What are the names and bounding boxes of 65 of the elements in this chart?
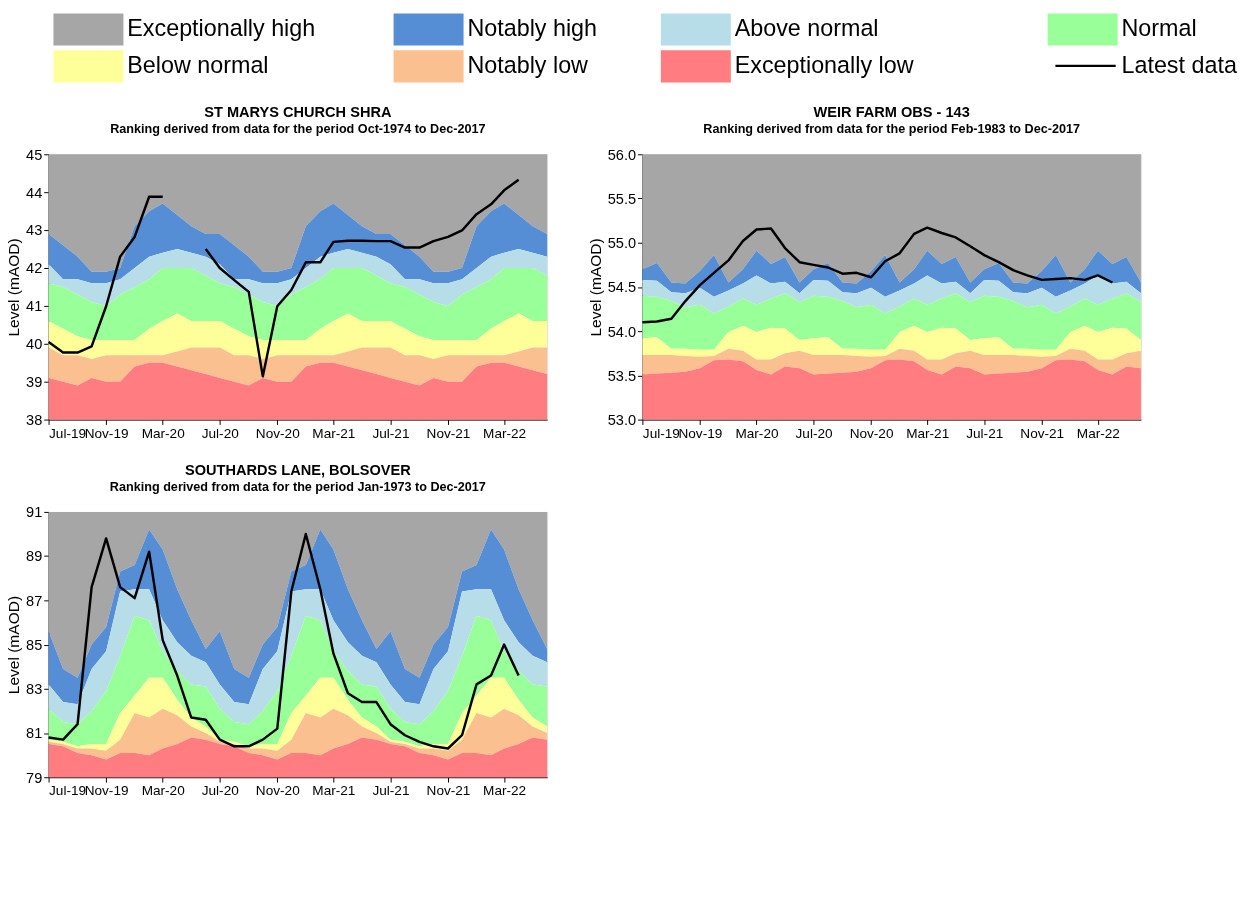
y-tick-label: 39 [26, 374, 43, 391]
y-axis-title: Level (mAOD) [586, 238, 604, 337]
x-tick-label: Jul-21 [966, 425, 1004, 441]
y-tick-label: 41 [26, 298, 43, 315]
x-tick-label: Mar-22 [483, 425, 527, 441]
x-tick-label: Nov-21 [426, 783, 471, 799]
x-tick-label: Jul-20 [201, 425, 240, 441]
x-tick-label: Mar-21 [312, 783, 356, 799]
x-tick-label: Mar-20 [735, 425, 779, 441]
x-tick-label: Nov-20 [255, 783, 301, 799]
chart-title: ST MARYS CHURCH SHRA [204, 104, 392, 121]
line-series [641, 226, 1114, 324]
y-tick-label: 42 [26, 260, 43, 277]
y-tick-label: 53.5 [607, 367, 637, 384]
x-tick-label: Nov-21 [426, 425, 471, 441]
y-tick-label: 91 [26, 504, 43, 521]
y-tick-label: 55.0 [607, 235, 637, 252]
y-axis-title: Level (mAOD) [5, 238, 23, 337]
legend-label: Above normal [734, 14, 879, 41]
x-tick-label: Nov-19 [678, 425, 723, 441]
x-tick-label: Jul-21 [372, 425, 410, 441]
x-tick-label: Mar-22 [483, 783, 527, 799]
x-tick-label: Nov-20 [849, 425, 894, 441]
x-tick-label: Jul-20 [201, 783, 240, 799]
y-tick-label: 56.0 [607, 146, 637, 163]
x-tick-label: Jul-19 [642, 425, 680, 441]
y-tick-label: 83 [26, 681, 43, 698]
legend-label: Notably low [467, 51, 589, 78]
legend-label: Normal [1121, 14, 1197, 41]
legend-label: Latest data [1121, 51, 1237, 78]
y-tick-label: 55.5 [607, 190, 637, 207]
y-tick-label: 38 [26, 411, 43, 428]
x-tick-label: Mar-21 [312, 425, 356, 441]
x-tick-label: Mar-22 [1076, 425, 1120, 441]
x-tick-label: Mar-21 [906, 425, 950, 441]
x-tick-label: Nov-20 [255, 425, 301, 441]
x-tick-label: Jul-19 [49, 783, 87, 799]
y-tick-label: 45 [26, 146, 43, 163]
y-tick-label: 79 [26, 769, 43, 786]
legend-label: Exceptionally low [734, 51, 914, 78]
y-tick-label: 43 [26, 222, 43, 239]
chart-subtitle: Ranking derived from data for the period Feb-1983 to Dec-2017 [703, 121, 1081, 136]
legend-label: Exceptionally high [127, 14, 316, 41]
y-tick-label: 89 [26, 548, 43, 565]
chart-title: WEIR FARM OBS - 143 [813, 104, 970, 121]
y-axis-title: Level (mAOD) [5, 595, 23, 695]
chart-subtitle: Ranking derived from data for the period Jan-1973 to Dec-2017 [109, 479, 486, 494]
y-tick-label: 85 [26, 636, 43, 653]
chart-title: SOUTHARDS LANE, BOLSOVER [185, 462, 412, 478]
y-tick-label: 40 [26, 336, 43, 353]
x-tick-label: Mar-20 [141, 425, 186, 441]
x-tick-label: Jul-19 [49, 425, 87, 441]
y-tick-label: 87 [26, 592, 43, 609]
y-tick-label: 53.0 [607, 411, 637, 428]
x-tick-label: Jul-20 [795, 425, 833, 441]
legend-label: Notably high [467, 14, 598, 41]
x-tick-label: Jul-21 [372, 783, 410, 799]
chart-subtitle: Ranking derived from data for the period Oct-1974 to Dec-2017 [110, 121, 486, 136]
x-tick-label: Mar-20 [141, 783, 186, 799]
x-tick-label: Nov-21 [1020, 425, 1065, 441]
legend-label: Below normal [127, 51, 269, 78]
y-tick-label: 54.5 [607, 279, 637, 296]
y-tick-label: 44 [26, 184, 43, 201]
y-tick-label: 54.0 [607, 323, 637, 340]
y-tick-label: 81 [26, 725, 43, 742]
